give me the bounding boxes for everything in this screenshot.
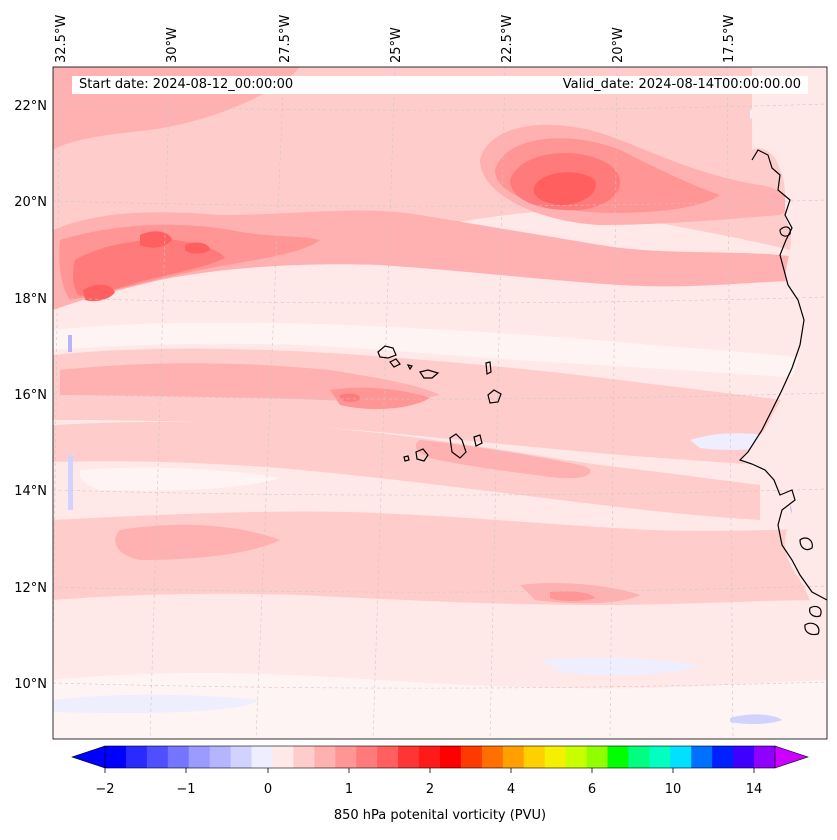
island-sal [485,361,492,375]
colorbar-cell [523,746,546,768]
colorbar-cell [502,746,525,768]
colorbar-cell [440,746,462,768]
colorbar-cell [754,746,776,768]
lat-label: 20°N [14,195,47,210]
island-fogo [415,448,429,462]
lat-label: 10°N [14,677,47,692]
colorbar-cell [314,746,336,768]
colorbar-cell [146,746,169,768]
cbar-tick-label: −2 [95,782,114,797]
colorbar-extend-low [72,746,105,768]
colorbar-cell [251,746,273,768]
lat-label: 18°N [14,292,47,307]
island-santiago [449,433,467,459]
colorbar-cell [733,746,755,768]
colorbar-cell [565,746,588,768]
colorbar-cell [419,746,441,768]
colorbar-cell [398,746,420,768]
lat-label: 12°N [14,581,47,596]
lon-label: 32.5°W [54,15,69,63]
lat-label: 16°N [14,388,47,403]
colorbar-extend-high [775,746,808,768]
colorbar-label: 850 hPa potenital vorticity (PVU) [333,808,547,823]
coastlines [377,149,827,636]
lon-label: 22.5°W [500,15,515,63]
lon-label: 17.5°W [722,15,737,63]
longitude-labels: 32.5°W 30°W 27.5°W 25°W 22.5°W 20°W 17.5… [54,15,737,63]
colorbar-ticks [104,768,755,773]
colorbar: −2 −1 0 1 2 4 6 10 14 [71,745,809,797]
cbar-tick-label: 4 [507,782,515,797]
colorbar-cell [544,746,567,768]
colorbar-cell [607,746,629,768]
colorbar-cell [670,746,692,768]
colorbar-cell [712,746,734,768]
colorbar-cell [105,746,127,768]
cbar-tick-label: 14 [746,782,763,797]
cbar-tick-label: 10 [665,782,682,797]
colorbar-cell [586,746,608,768]
colorbar-cell [167,746,190,768]
island-boa-vista [487,389,502,404]
colorbar-tick-labels: −2 −1 0 1 2 4 6 10 14 [95,782,762,797]
lon-label: 30°W [165,27,180,63]
colorbar-cells [105,746,776,768]
africa-coastline [738,149,827,601]
colorbar-cell [628,746,650,768]
date-annotation-bar: Start date: 2024-08-12_00:00:00 Valid_da… [72,76,808,94]
colorbar-cell [649,746,671,768]
colorbar-cell [272,746,294,768]
colorbar-frame [104,745,776,769]
lon-label: 27.5°W [278,15,293,63]
latitude-labels: 22°N 20°N 18°N 16°N 14°N 12°N 10°N [14,99,47,692]
island-sao-vicente [389,358,401,368]
colorbar-cell [188,746,211,768]
island-maio [473,434,483,447]
colorbar-cell [209,746,232,768]
colorbar-cell [230,746,253,768]
map-frame [52,66,828,740]
valid-date-text: Valid_date: 2024-08-14T00:00:00.00 [562,77,801,92]
lat-label: 22°N [14,99,47,114]
cbar-tick-label: 0 [264,782,272,797]
colorbar-cell [481,746,504,768]
island-brava [403,455,410,462]
cbar-tick-label: 6 [588,782,596,797]
island-sao-nicolau [419,369,440,379]
colorbar-cell [356,746,378,768]
cbar-tick-label: 1 [345,782,353,797]
graticule [53,67,827,739]
cbar-tick-label: −1 [176,782,195,797]
start-date-text: Start date: 2024-08-12_00:00:00 [79,77,294,92]
island-santo-antao [377,345,397,359]
colorbar-cell [335,746,357,768]
lon-label: 20°W [611,27,626,63]
colorbar-cell [293,746,315,768]
cbar-tick-label: 2 [426,782,434,797]
colorbar-cell [125,746,148,768]
lon-label: 25°W [389,27,404,63]
colorbar-cell [460,746,483,768]
colorbar-cell [691,746,713,768]
colorbar-cell [377,746,399,768]
lat-label: 14°N [14,484,47,499]
